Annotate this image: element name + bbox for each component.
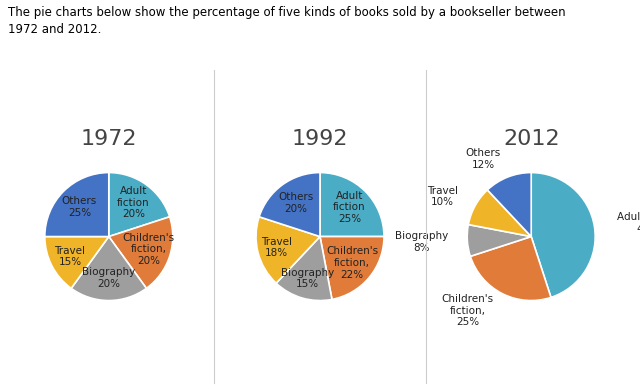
Wedge shape	[320, 172, 384, 237]
Wedge shape	[71, 237, 147, 301]
Text: Children's
fiction,
22%: Children's fiction, 22%	[326, 246, 378, 280]
Text: Adult
fiction
20%: Adult fiction 20%	[117, 186, 150, 219]
Wedge shape	[468, 190, 531, 237]
Text: Travel
15%: Travel 15%	[54, 246, 86, 267]
Wedge shape	[531, 172, 595, 298]
Title: 1972: 1972	[81, 129, 137, 149]
Wedge shape	[109, 172, 170, 237]
Text: Biography
15%: Biography 15%	[281, 267, 335, 289]
Wedge shape	[259, 172, 320, 237]
Text: Biography
8%: Biography 8%	[395, 231, 448, 253]
Wedge shape	[276, 237, 332, 301]
Wedge shape	[109, 217, 173, 288]
Title: 2012: 2012	[503, 129, 559, 149]
Text: Travel
10%: Travel 10%	[428, 186, 458, 207]
Text: Children's
fiction,
25%: Children's fiction, 25%	[442, 294, 493, 327]
Wedge shape	[256, 217, 320, 283]
Text: Adult fiction
45%: Adult fiction 45%	[616, 212, 640, 234]
Wedge shape	[45, 237, 109, 288]
Wedge shape	[470, 237, 551, 301]
Text: Children's
fiction,
20%: Children's fiction, 20%	[122, 233, 175, 266]
Text: Others
25%: Others 25%	[61, 196, 97, 218]
Text: Others
12%: Others 12%	[465, 149, 500, 170]
Text: Travel
18%: Travel 18%	[261, 237, 292, 258]
Text: Biography
20%: Biography 20%	[82, 267, 136, 289]
Text: Adult
fiction
25%: Adult fiction 25%	[333, 190, 365, 224]
Text: The pie charts below show the percentage of five kinds of books sold by a bookse: The pie charts below show the percentage…	[8, 6, 565, 36]
Wedge shape	[488, 172, 531, 237]
Wedge shape	[467, 224, 531, 256]
Wedge shape	[45, 172, 109, 237]
Wedge shape	[320, 237, 384, 300]
Title: 1992: 1992	[292, 129, 348, 149]
Text: Others
20%: Others 20%	[278, 192, 313, 214]
